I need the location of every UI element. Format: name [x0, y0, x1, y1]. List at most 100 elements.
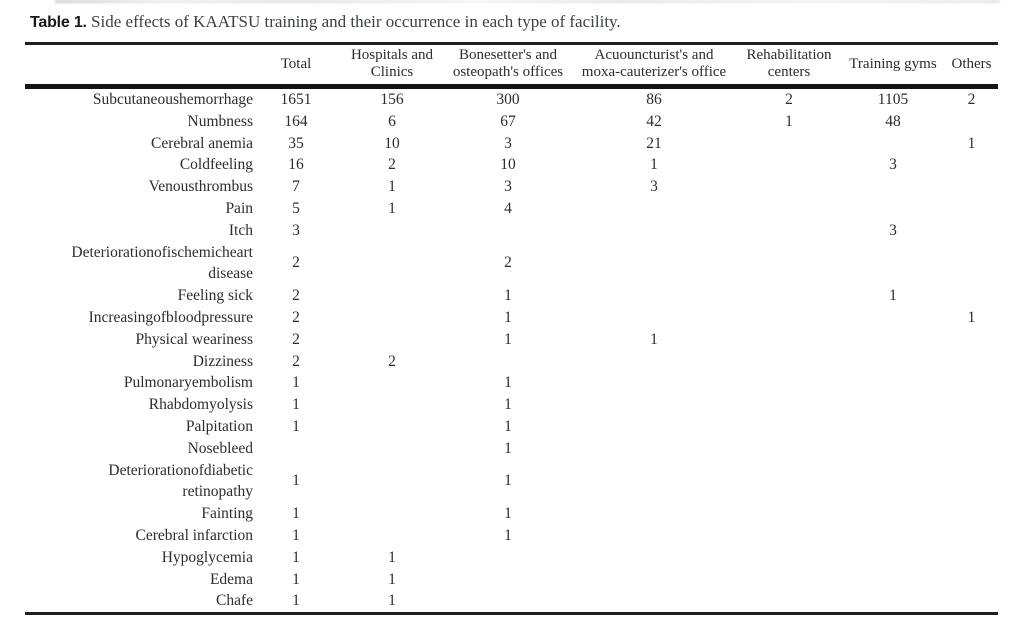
count-cell: 1 — [388, 548, 396, 566]
count-cell — [945, 220, 998, 242]
count-cell — [571, 351, 737, 373]
table-number: Table 1. — [30, 14, 87, 31]
side-effect-label: Pulmonaryembolism — [123, 374, 253, 392]
side-effect-label: Nosebleed — [187, 439, 253, 457]
count-cell — [571, 285, 737, 307]
count-cell — [737, 176, 841, 198]
count-cell: 2 — [785, 91, 793, 108]
count-cell: 10 — [500, 156, 516, 174]
table-row: Fainting 1 1 — [25, 503, 998, 525]
count-cell: 2 — [292, 254, 300, 272]
side-effects-table: Total Hospitals and Clinics Bonesetter's a… — [25, 42, 998, 616]
count-cell: 1 — [292, 505, 300, 523]
table-row: Pulmonaryembolism 1 1 — [25, 372, 998, 394]
count-cell — [571, 416, 737, 438]
count-cell — [339, 438, 445, 460]
count-cell — [841, 351, 945, 373]
count-cell — [571, 242, 737, 286]
count-cell: 1 — [388, 570, 396, 588]
count-cell — [571, 590, 737, 613]
count-cell: 1651 — [280, 91, 312, 108]
count-cell — [841, 569, 945, 591]
count-cell: 35 — [288, 134, 304, 152]
table-row: Feeling sick 2 1 1 — [25, 285, 998, 307]
count-cell — [841, 416, 945, 438]
count-cell — [945, 438, 998, 460]
count-cell: 2 — [292, 287, 300, 305]
count-cell — [841, 438, 945, 460]
header-cell: Acuouncturist's and moxa-cauterizer's of… — [581, 47, 727, 80]
count-cell — [945, 351, 998, 373]
count-cell: 1 — [292, 374, 300, 392]
count-cell — [571, 525, 737, 547]
count-cell — [737, 590, 841, 613]
table-row: Cerebral infarction 1 1 — [25, 525, 998, 547]
count-cell — [339, 416, 445, 438]
table-row: Increasingofbloodpressure 2 1 1 — [25, 307, 998, 329]
count-cell — [737, 460, 841, 504]
count-cell — [737, 220, 841, 242]
count-cell: 16 — [288, 156, 304, 174]
count-cell: 2 — [292, 352, 300, 370]
table-row: Numbness 164 6 67 42 1 48 — [25, 111, 998, 133]
table-row: Hypoglycemia 1 1 — [25, 547, 998, 569]
table-row: Nosebleed 1 — [25, 438, 998, 460]
table-row: Subcutaneoushemorrhage 1651 156 300 86 2 1105 2 — [25, 87, 998, 111]
count-cell — [945, 372, 998, 394]
count-cell: 1 — [504, 330, 512, 348]
count-cell — [841, 176, 945, 198]
count-cell: 21 — [646, 134, 662, 152]
count-cell: 1 — [785, 112, 793, 130]
table-row: Dizziness 2 2 — [25, 351, 998, 373]
count-cell: 1 — [292, 526, 300, 544]
count-cell: 48 — [885, 112, 901, 130]
count-cell — [945, 111, 998, 133]
count-cell — [945, 525, 998, 547]
side-effect-label: Hypoglycemia — [161, 548, 253, 566]
count-cell — [571, 438, 737, 460]
side-effect-label: Chafe — [215, 592, 253, 610]
count-cell: 1 — [388, 178, 396, 196]
count-cell — [253, 438, 339, 460]
count-cell: 1 — [292, 396, 300, 414]
count-cell — [571, 198, 737, 220]
count-cell: 1 — [504, 374, 512, 392]
count-cell: 1 — [388, 199, 396, 217]
count-cell — [737, 547, 841, 569]
count-cell — [737, 569, 841, 591]
side-effect-label: Cerebral infarction — [135, 526, 253, 544]
side-effect-label: Rhabdomyolysis — [148, 396, 253, 414]
side-effect-label: Venousthrombus — [148, 178, 253, 196]
count-cell — [339, 329, 445, 351]
header-cell: Bonesetter's and osteopath's offices — [452, 47, 564, 80]
count-cell: 1 — [292, 417, 300, 435]
count-cell — [945, 590, 998, 613]
side-effect-label: Increasingofbloodpressure — [88, 308, 253, 326]
header-cell: Others — [951, 55, 992, 72]
count-cell: 1 — [292, 592, 300, 610]
table-row: Edema 1 1 — [25, 569, 998, 591]
count-cell — [945, 176, 998, 198]
table-row: Itch 3 3 — [25, 220, 998, 242]
count-cell: 1 — [504, 505, 512, 523]
count-cell: 67 — [500, 112, 516, 130]
header-cell: Hospitals and Clinics — [350, 47, 434, 80]
count-cell — [339, 220, 445, 242]
count-cell: 164 — [284, 112, 308, 130]
count-cell — [737, 503, 841, 525]
count-cell — [841, 547, 945, 569]
count-cell — [737, 133, 841, 155]
count-cell — [841, 307, 945, 329]
count-cell — [841, 503, 945, 525]
count-cell — [571, 547, 737, 569]
count-cell — [339, 372, 445, 394]
count-cell: 1 — [650, 156, 658, 174]
side-effect-label: Feeling sick — [177, 287, 253, 305]
count-cell: 1 — [650, 330, 658, 348]
count-cell: 2 — [292, 308, 300, 326]
count-cell — [841, 198, 945, 220]
count-cell: 2 — [388, 352, 396, 370]
side-effect-label: Deteriorationofischemicheart disease — [71, 243, 253, 283]
count-cell: 1 — [292, 570, 300, 588]
count-cell — [445, 220, 571, 242]
